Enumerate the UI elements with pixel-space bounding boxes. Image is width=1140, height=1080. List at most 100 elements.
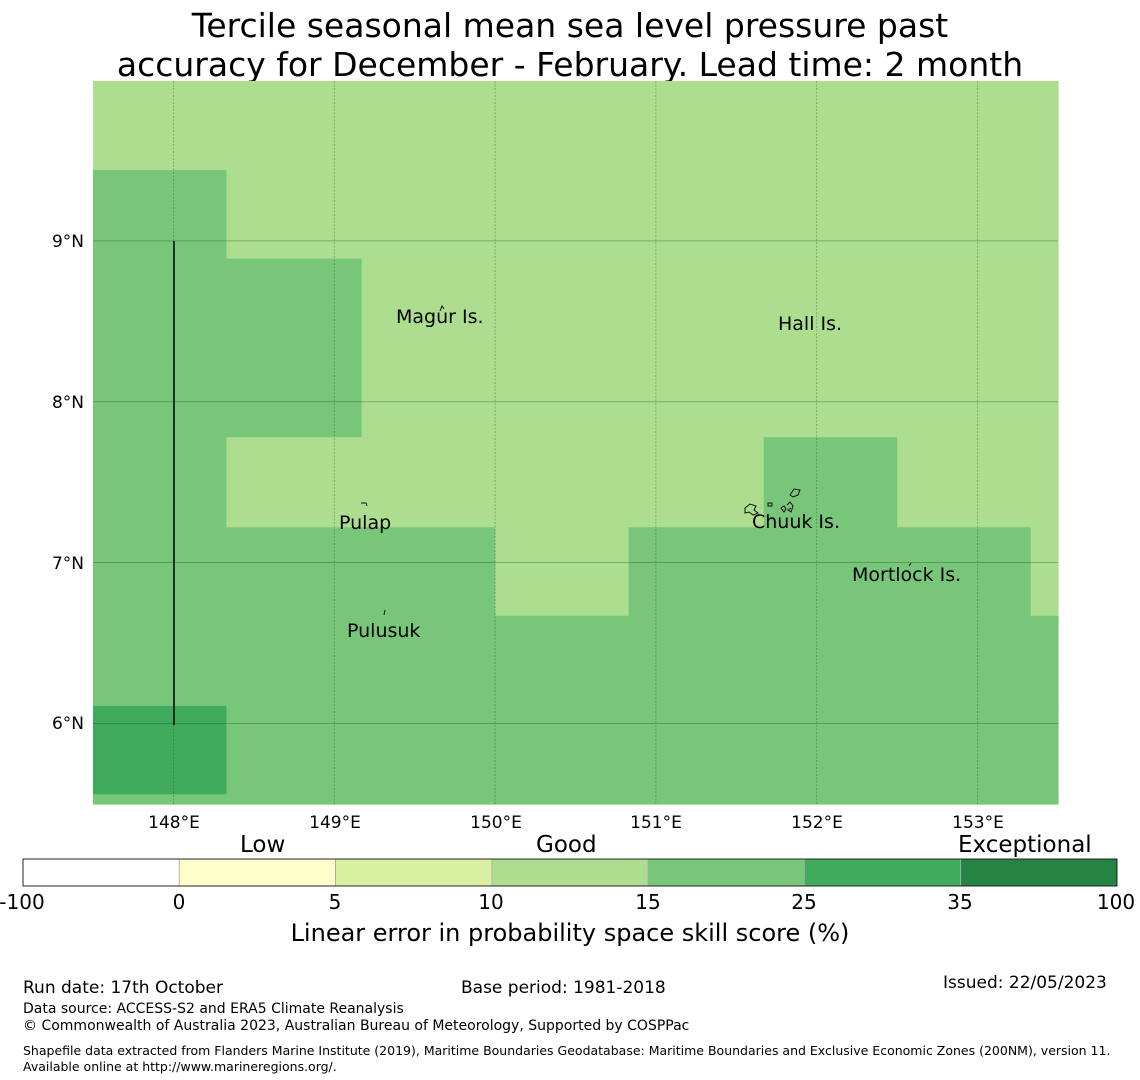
- colorbar-tick: 25: [791, 890, 817, 914]
- skill-cell: [93, 170, 228, 260]
- copyright-notice: © Commonwealth of Australia 2023, Austra…: [23, 1018, 690, 1034]
- colorbar-swatch: [804, 858, 962, 887]
- graticule: [93, 81, 1058, 804]
- lat-tick-label: 7°N: [52, 554, 84, 574]
- lat-tick-label: 9°N: [52, 232, 84, 252]
- skill-cell: [1030, 258, 1059, 438]
- skill-cell: [763, 615, 898, 707]
- skill-cell: [628, 258, 765, 438]
- pulusuk-island-outline: [383, 609, 386, 616]
- skill-cell: [1030, 81, 1059, 171]
- skill-cell: [361, 437, 496, 528]
- place-label-hall: Hall Is.: [778, 313, 842, 335]
- skill-cell: [897, 258, 1032, 438]
- colorbar-swatch: [647, 858, 805, 887]
- skill-cell: [763, 437, 898, 528]
- colorbar-tick: 10: [478, 890, 504, 914]
- colorbar-swatch: [22, 858, 180, 887]
- run-date: Run date: 17th October: [23, 978, 223, 998]
- chuuk-islet-outline: [767, 502, 773, 507]
- skill-cell: [226, 81, 363, 171]
- skill-cell: [495, 258, 630, 438]
- chuuk-islet-outline: [786, 501, 794, 513]
- skill-cell: [763, 527, 898, 617]
- skill-cell: [361, 170, 496, 260]
- place-label-pulusuk: Pulusuk: [347, 620, 420, 642]
- colorbar-frame: [22, 858, 1118, 887]
- skill-cell: [361, 81, 496, 171]
- skill-cell: [495, 527, 630, 617]
- skill-cell: [361, 615, 496, 707]
- skill-cell: [1030, 437, 1059, 528]
- skill-cell: [495, 170, 630, 260]
- skill-cell: [897, 527, 1032, 617]
- skill-cell: [93, 615, 228, 707]
- colorbar-tick: 0: [172, 890, 186, 914]
- skill-cell: [897, 170, 1032, 260]
- skill-cell: [361, 705, 496, 795]
- colorbar-category-good: Good: [536, 832, 597, 858]
- skill-cell: [361, 527, 496, 617]
- skill-cell: [1030, 527, 1059, 617]
- lon-tick-label: 148°E: [148, 813, 200, 833]
- island-outlines: [361, 304, 912, 616]
- skill-cell: [93, 437, 228, 528]
- skill-cell: [628, 794, 765, 805]
- skill-cell: [226, 170, 363, 260]
- skill-cell: [628, 170, 765, 260]
- skill-cell: [495, 705, 630, 795]
- place-label-magur: Magur Is.: [396, 306, 484, 328]
- colorbar-category-low: Low: [240, 832, 286, 858]
- colorbar-swatch: [491, 858, 649, 887]
- base-period: Base period: 1981-2018: [461, 978, 666, 998]
- map-title: Tercile seasonal mean sea level pressure…: [0, 6, 1140, 84]
- lat-tick-label: 8°N: [52, 393, 84, 413]
- place-label-pulap: Pulap: [339, 512, 391, 534]
- skill-cell: [495, 615, 630, 707]
- skill-cell: [897, 705, 1032, 795]
- skill-cell: [226, 258, 363, 438]
- skill-cell: [763, 170, 898, 260]
- chuuk-lagoon-west-outline: [744, 503, 760, 516]
- place-label-chuuk: Chuuk Is.: [752, 511, 840, 533]
- skill-cell: [226, 705, 363, 795]
- skill-cell: [1030, 705, 1059, 795]
- skill-cell: [361, 258, 496, 438]
- colorbar-tick: -100: [0, 890, 45, 914]
- lon-tick-label: 153°E: [952, 813, 1004, 833]
- skill-cell: [763, 81, 898, 171]
- skill-cell: [93, 705, 228, 795]
- colorbar: [22, 858, 1118, 887]
- lon-tick-label: 152°E: [791, 813, 843, 833]
- issued-date: Issued: 22/05/2023: [943, 973, 1107, 993]
- shapefile-credit: Shapefile data extracted from Flanders M…: [23, 1043, 1111, 1074]
- chuuk-islet-outline: [789, 488, 801, 498]
- skill-cell: [897, 81, 1032, 171]
- colorbar-swatch: [960, 858, 1118, 887]
- pulap-island-outline: [361, 502, 368, 507]
- colorbar-tick: 15: [635, 890, 661, 914]
- title-line-1: Tercile seasonal mean sea level pressure…: [191, 6, 949, 45]
- skill-cell: [226, 615, 363, 707]
- skill-cell: [763, 794, 898, 805]
- lat-tick-label: 6°N: [52, 714, 84, 734]
- mortlock-island-outline: [908, 562, 912, 567]
- colorbar-tick: 35: [947, 890, 973, 914]
- skill-cell: [361, 794, 496, 805]
- skill-cell: [93, 527, 228, 617]
- skill-cell: [628, 615, 765, 707]
- magur-island-outline: [439, 304, 445, 312]
- skill-cell: [763, 705, 898, 795]
- colorbar-swatch: [335, 858, 493, 887]
- colorbar-title: Linear error in probability space skill …: [290, 919, 850, 947]
- colorbar-tick: 5: [328, 890, 342, 914]
- skill-cell: [628, 527, 765, 617]
- skill-cell: [226, 437, 363, 528]
- skill-cell: [93, 81, 228, 171]
- skill-cell: [897, 615, 1032, 707]
- skill-cell: [226, 794, 363, 805]
- title-line-2: accuracy for December - February. Lead t…: [116, 45, 1024, 84]
- colorbar-swatch: [178, 858, 337, 887]
- skill-cell: [763, 258, 898, 438]
